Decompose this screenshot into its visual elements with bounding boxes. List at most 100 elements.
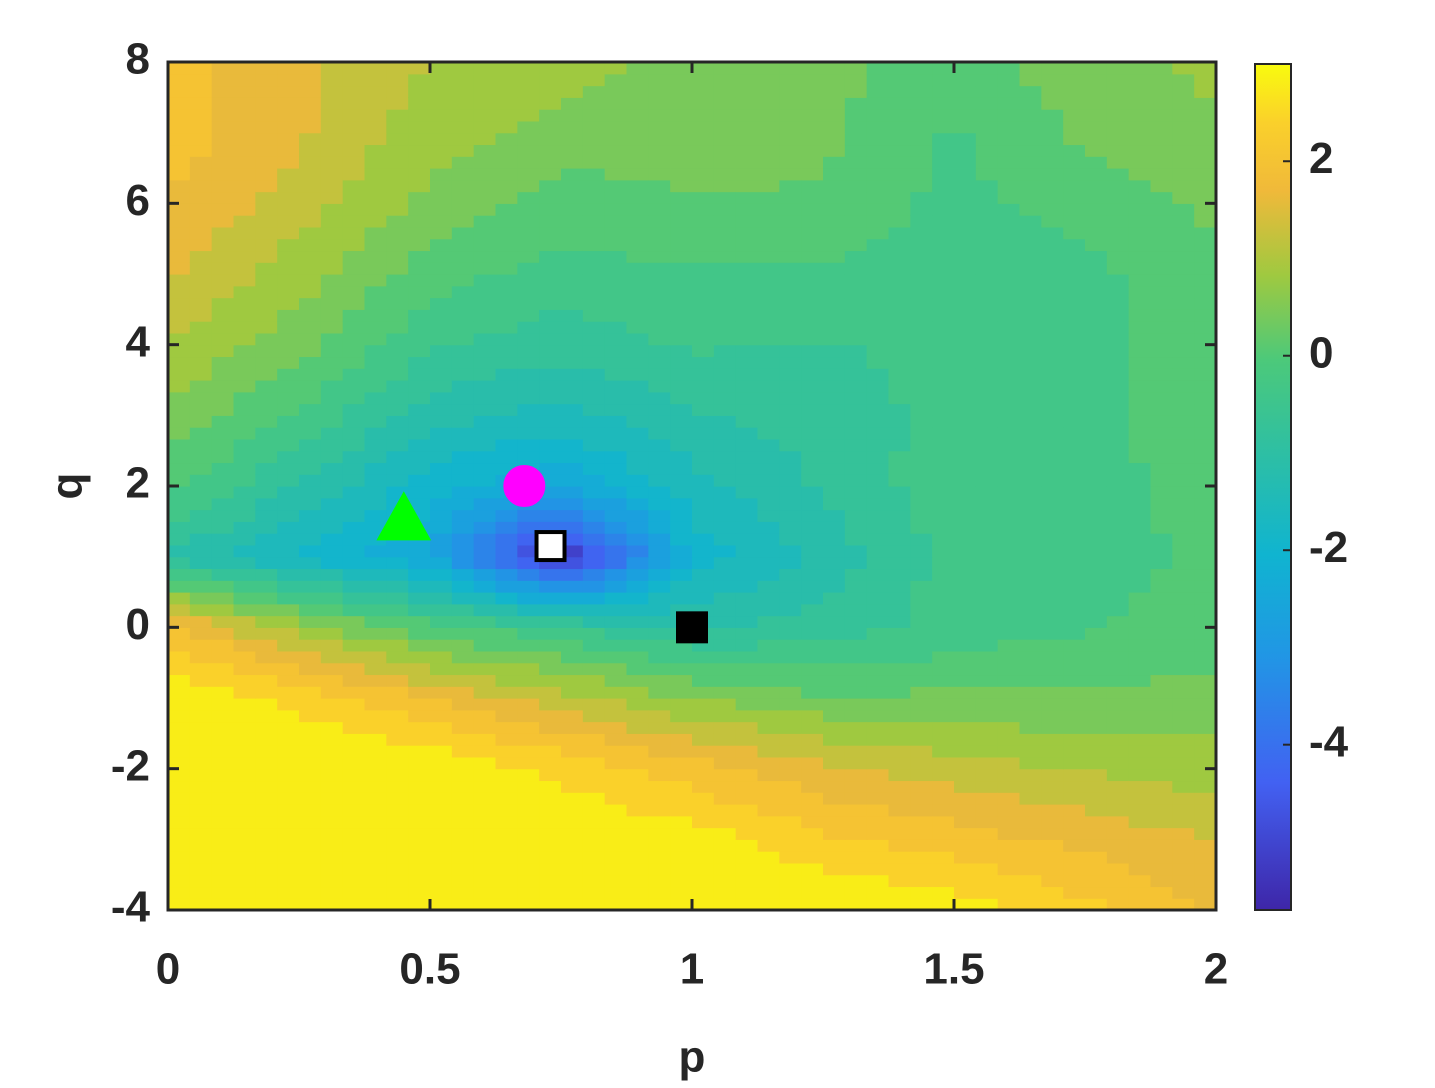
contour-cell: [844, 380, 868, 393]
contour-cell: [1106, 745, 1130, 758]
contour-cell: [954, 438, 977, 452]
contour-cell: [735, 438, 759, 452]
contour-cell: [844, 238, 868, 252]
contour-cell: [277, 709, 300, 723]
contour-cell: [582, 215, 606, 228]
contour-cell: [713, 792, 737, 805]
contour-cell: [713, 568, 737, 581]
contour-cell: [320, 97, 344, 110]
contour-cell: [342, 556, 366, 570]
contour-cell: [1063, 179, 1086, 193]
contour-cell: [473, 438, 497, 452]
contour-cell: [844, 756, 868, 770]
contour-cell: [1150, 109, 1173, 122]
contour-cell: [735, 603, 759, 617]
contour-cell: [1128, 238, 1152, 252]
contour-cell: [670, 120, 693, 134]
contour-cell: [801, 497, 824, 511]
contour-cell: [430, 215, 453, 228]
contour-cell: [1106, 804, 1130, 817]
contour-cell: [1128, 556, 1152, 570]
contour-cell: [539, 203, 562, 216]
contour-cell: [1150, 827, 1173, 840]
contour-cell: [1041, 544, 1064, 558]
contour-cell: [801, 262, 824, 275]
contour-cell: [189, 792, 213, 805]
contour-cell: [364, 297, 387, 310]
contour-cell: [1041, 874, 1064, 888]
contour-cell: [648, 356, 671, 369]
contour-cell: [823, 156, 846, 169]
contour-cell: [277, 733, 300, 746]
contour-cell: [1019, 203, 1042, 216]
contour-cell: [823, 721, 846, 734]
contour-cell: [801, 862, 824, 876]
contour-cell: [189, 226, 213, 240]
contour-cell: [1106, 533, 1130, 546]
contour-cell: [779, 874, 802, 888]
contour-cell: [364, 733, 387, 746]
contour-cell: [539, 285, 562, 299]
contour-cell: [1063, 85, 1086, 98]
contour-cell: [713, 438, 737, 452]
contour-cell: [495, 191, 518, 204]
contour-cell: [823, 580, 846, 593]
contour-cell: [451, 203, 475, 216]
contour-cell: [539, 332, 562, 346]
contour-cell: [364, 203, 387, 216]
contour-cell: [670, 109, 693, 122]
contour-cell: [473, 662, 497, 676]
contour-cell: [626, 533, 649, 546]
contour-cell: [1106, 686, 1130, 699]
contour-cell: [844, 486, 868, 499]
contour-cell: [430, 274, 453, 287]
contour-cell: [1128, 250, 1152, 263]
contour-cell: [997, 627, 1021, 640]
contour-cell: [997, 144, 1021, 157]
contour-cell: [1128, 156, 1152, 169]
contour-cell: [997, 462, 1021, 475]
contour-cell: [1172, 191, 1195, 204]
contour-cell: [408, 862, 431, 876]
contour-cell: [1063, 827, 1086, 840]
contour-cell: [823, 344, 846, 358]
contour-cell: [866, 144, 890, 157]
contour-cell: [582, 874, 606, 888]
contour-cell: [1063, 627, 1086, 640]
contour-cell: [866, 568, 890, 581]
contour-cell: [779, 804, 802, 817]
contour-cell: [1150, 627, 1173, 640]
contour-cell: [168, 368, 191, 381]
contour-cell: [779, 297, 802, 310]
contour-cell: [975, 297, 999, 310]
contour-cell: [604, 109, 628, 122]
contour-cell: [670, 168, 693, 181]
contour-cell: [211, 215, 235, 228]
contour-cell: [1041, 792, 1064, 805]
contour-cell: [823, 709, 846, 723]
contour-cell: [1063, 533, 1086, 546]
contour-cell: [561, 356, 584, 369]
contour-cell: [910, 780, 933, 793]
contour-cell: [823, 497, 846, 511]
contour-cell: [539, 462, 562, 475]
contour-cell: [626, 686, 649, 699]
contour-cell: [430, 827, 453, 840]
contour-cell: [539, 438, 562, 452]
contour-cell: [735, 274, 759, 287]
contour-cell: [211, 415, 235, 428]
contour-cell: [1172, 179, 1195, 193]
contour-cell: [670, 73, 693, 87]
contour-cell: [430, 120, 453, 134]
contour-cell: [801, 721, 824, 734]
contour-cell: [888, 533, 911, 546]
contour-cell: [713, 132, 737, 146]
contour-cell: [626, 462, 649, 475]
contour-cell: [692, 427, 715, 440]
contour-cell: [495, 415, 518, 428]
contour-cell: [888, 203, 911, 216]
contour-cell: [626, 297, 649, 310]
contour-cell: [342, 215, 366, 228]
contour-cell: [189, 733, 213, 746]
contour-cell: [168, 615, 191, 628]
